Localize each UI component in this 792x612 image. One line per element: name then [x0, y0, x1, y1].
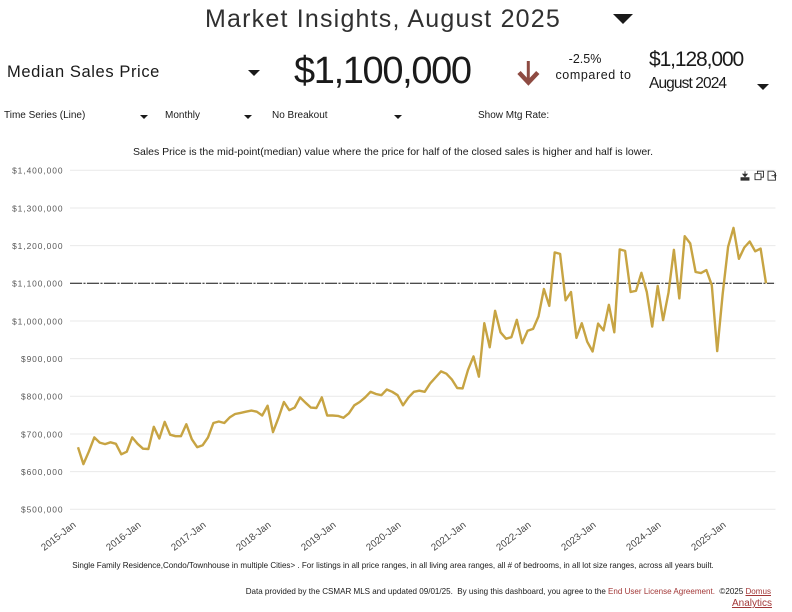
svg-text:2020-Jan: 2020-Jan — [364, 520, 403, 554]
svg-text:$600,000: $600,000 — [21, 467, 64, 477]
svg-text:$1,400,000: $1,400,000 — [12, 166, 63, 176]
svg-text:2017-Jan: 2017-Jan — [169, 520, 208, 554]
svg-text:2023-Jan: 2023-Jan — [559, 520, 598, 554]
svg-text:$800,000: $800,000 — [21, 392, 64, 402]
svg-text:$900,000: $900,000 — [21, 354, 64, 364]
svg-text:$1,300,000: $1,300,000 — [12, 203, 63, 213]
svg-text:$1,100,000: $1,100,000 — [12, 279, 63, 289]
svg-text:2021-Jan: 2021-Jan — [429, 520, 468, 554]
svg-text:$1,200,000: $1,200,000 — [12, 241, 63, 251]
svg-text:$500,000: $500,000 — [21, 505, 64, 515]
svg-text:2022-Jan: 2022-Jan — [494, 520, 533, 554]
svg-text:$700,000: $700,000 — [21, 429, 64, 439]
svg-text:2024-Jan: 2024-Jan — [624, 520, 663, 554]
svg-text:2019-Jan: 2019-Jan — [299, 520, 338, 554]
svg-text:2018-Jan: 2018-Jan — [234, 520, 273, 554]
svg-text:2025-Jan: 2025-Jan — [689, 520, 728, 554]
svg-text:2016-Jan: 2016-Jan — [104, 520, 143, 554]
svg-text:$1,000,000: $1,000,000 — [12, 316, 63, 326]
svg-text:2015-Jan: 2015-Jan — [39, 520, 78, 554]
